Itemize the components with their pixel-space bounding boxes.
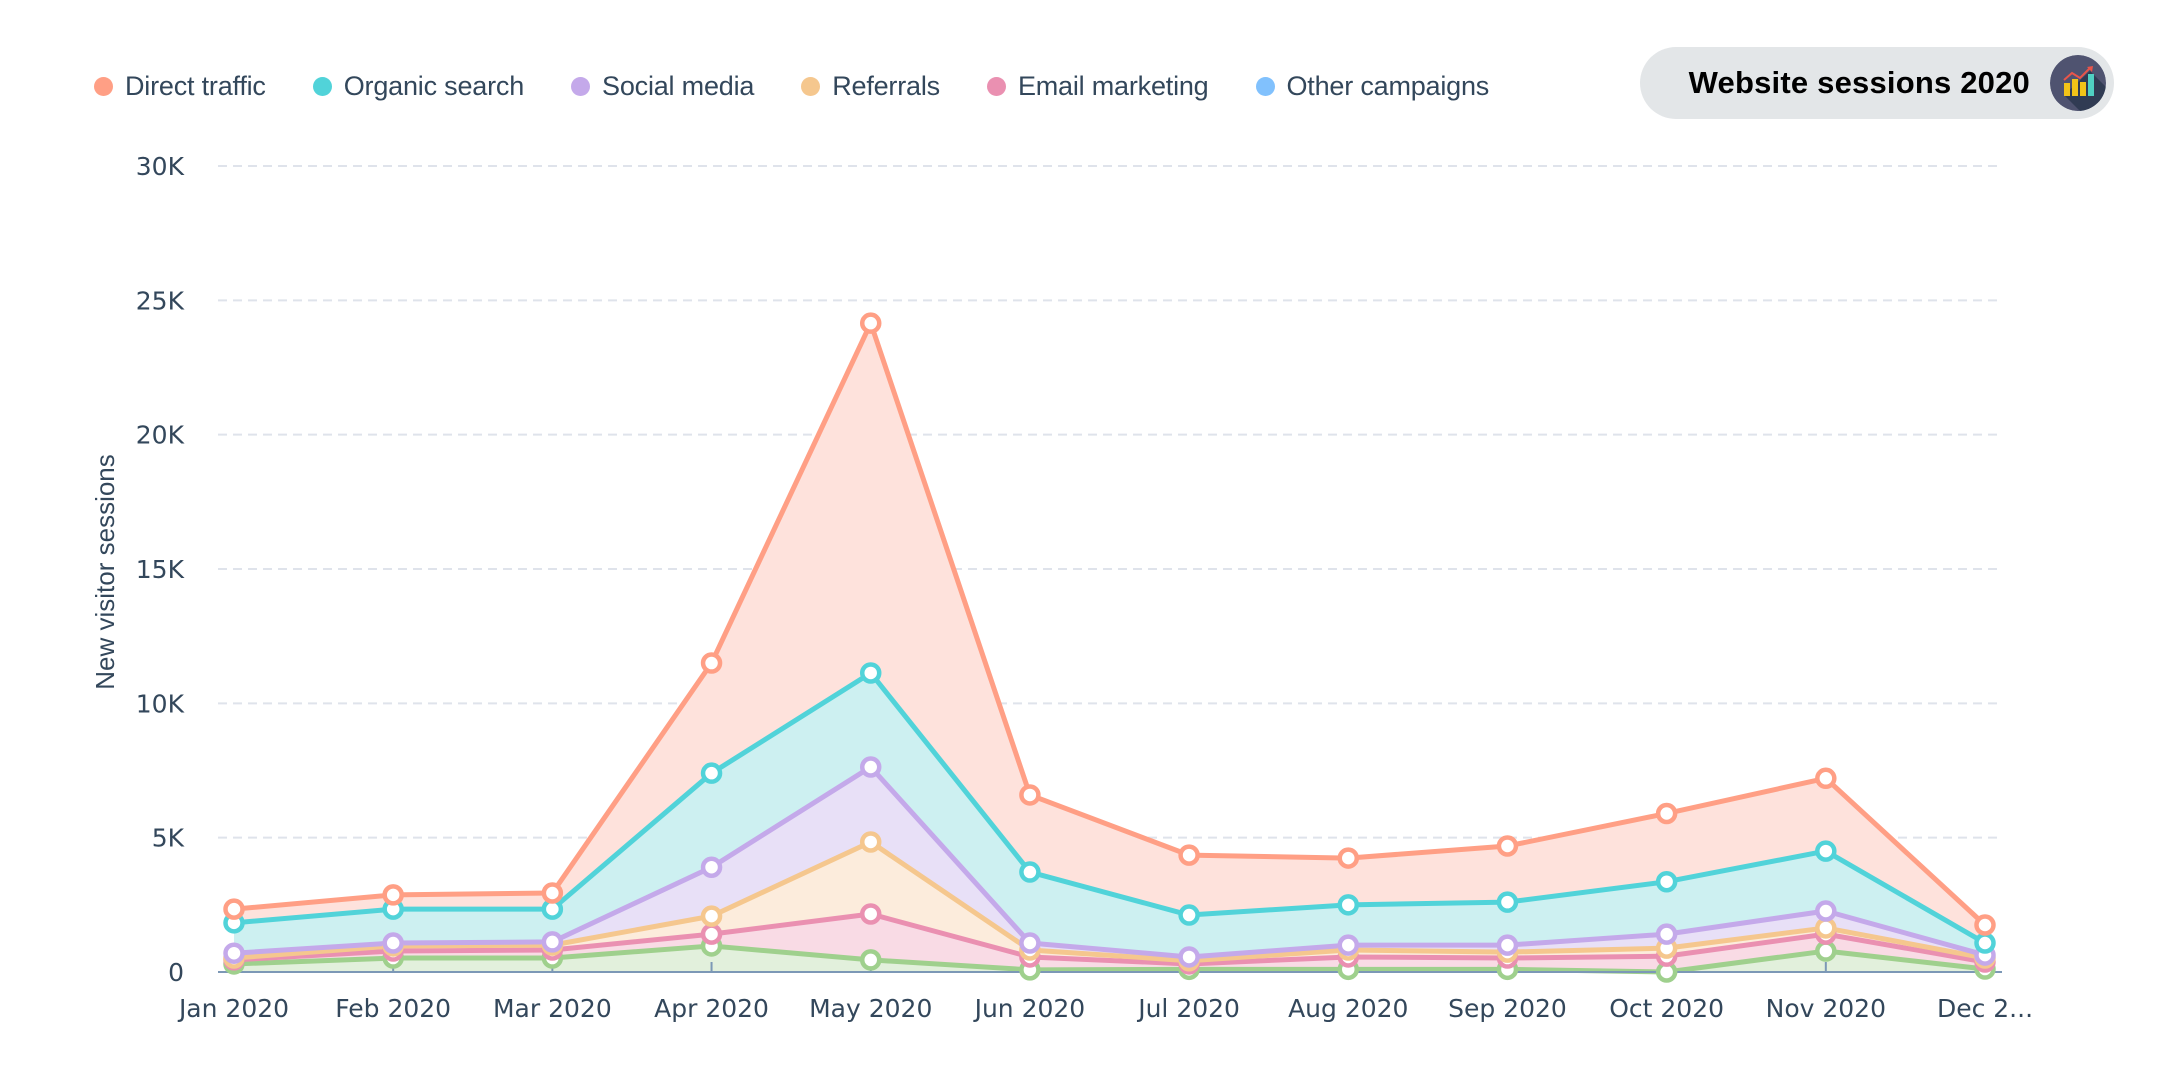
data-point-direct-traffic[interactable]: [223, 898, 245, 920]
data-point-social-media[interactable]: [1337, 934, 1360, 956]
y-axis-label: New visitor sessions: [90, 454, 120, 690]
data-point-organic-search[interactable]: [1019, 861, 1041, 883]
data-point-organic-search[interactable]: [859, 662, 882, 684]
chart-legend: Direct traffic Organic search Social med…: [94, 64, 1536, 108]
x-tick-label: Oct 2020: [1609, 994, 1724, 1023]
area-direct-traffic: [234, 323, 1985, 943]
data-point-direct-traffic[interactable]: [1337, 847, 1360, 869]
legend-item-social-media[interactable]: Social media: [571, 71, 754, 102]
line-direct-traffic: [233, 320, 1987, 927]
legend-item-other-campaigns[interactable]: Other campaigns: [1255, 70, 1490, 102]
data-point-social-media[interactable]: [1655, 923, 1678, 945]
line-referrals: [233, 839, 1986, 964]
data-point-direct-traffic[interactable]: [382, 884, 404, 906]
data-point-direct-traffic[interactable]: [700, 652, 723, 674]
legend-label: Social media: [602, 70, 755, 101]
data-point-organic-search[interactable]: [1815, 840, 1837, 862]
data-point-referrals[interactable]: [859, 831, 882, 853]
bar-chart-trend-icon: [2050, 55, 2106, 111]
x-tick-label: Dec 2...: [1937, 994, 2033, 1023]
line-organic-search: [233, 670, 1987, 946]
data-point-social-media[interactable]: [223, 942, 245, 964]
x-tick-label: Jun 2020: [973, 994, 1086, 1023]
y-tick-label: 30K: [136, 152, 185, 181]
x-tick-label: Feb 2020: [335, 994, 451, 1023]
data-point-direct-traffic[interactable]: [1655, 802, 1678, 825]
area-referrals: [234, 841, 1985, 964]
chart-title-badge: Website sessions 2020: [1640, 47, 2114, 119]
x-tick-label: Mar 2020: [493, 994, 612, 1023]
data-point-organic-search[interactable]: [1178, 904, 1200, 926]
area-organic-search: [234, 672, 1985, 957]
line-other-campaigns: [233, 943, 1986, 975]
data-point-social-media[interactable]: [700, 856, 723, 878]
data-point-social-media[interactable]: [1815, 900, 1837, 922]
legend-dot-icon: [1255, 76, 1275, 96]
legend-label: Email marketing: [1017, 70, 1209, 101]
legend-item-email-marketing[interactable]: Email marketing: [986, 70, 1209, 102]
legend-item-referrals[interactable]: Referrals: [801, 71, 940, 102]
y-tick-label: 15K: [136, 555, 185, 584]
legend-dot-icon: [801, 76, 821, 96]
data-point-direct-traffic[interactable]: [859, 312, 882, 334]
y-tick-label: 10K: [136, 689, 185, 718]
data-point-email-marketing[interactable]: [700, 923, 723, 945]
area-other-campaigns: [234, 945, 1985, 972]
data-point-organic-search[interactable]: [1655, 870, 1678, 893]
chart-title: Website sessions 2020: [1688, 65, 2030, 100]
legend-dot-icon: [94, 76, 113, 96]
legend-label: Organic search: [343, 70, 525, 101]
x-tick-label: Sep 2020: [1448, 994, 1567, 1023]
legend-label: Direct traffic: [125, 70, 266, 101]
data-point-direct-traffic[interactable]: [1019, 784, 1041, 806]
data-point-organic-search[interactable]: [700, 762, 723, 784]
data-point-social-media[interactable]: [1019, 932, 1041, 954]
y-tick-label: 25K: [136, 286, 185, 315]
data-point-other-campaigns[interactable]: [859, 949, 882, 971]
data-point-direct-traffic[interactable]: [1974, 914, 1996, 936]
x-tick-label: Nov 2020: [1766, 994, 1886, 1023]
data-point-referrals[interactable]: [700, 905, 723, 927]
y-tick-label: 5K: [152, 824, 185, 853]
area-social-media: [234, 767, 1985, 961]
line-social-media: [233, 764, 1986, 960]
data-point-referrals[interactable]: [1815, 917, 1837, 939]
data-point-direct-traffic[interactable]: [1496, 835, 1519, 857]
data-point-other-campaigns[interactable]: [1815, 940, 1837, 962]
data-point-social-media[interactable]: [1496, 934, 1519, 956]
data-point-organic-search[interactable]: [1496, 891, 1519, 913]
legend-item-organic-search[interactable]: Organic search: [312, 70, 525, 102]
gridlines: [218, 165, 2002, 839]
x-tick-label: Jul 2020: [1136, 994, 1240, 1023]
x-tick-label: Jan 2020: [177, 994, 289, 1023]
data-point-direct-traffic[interactable]: [1815, 767, 1837, 790]
legend-dot-icon: [312, 76, 332, 96]
series-markers: [223, 312, 1996, 983]
data-point-social-media[interactable]: [382, 932, 404, 954]
series-areas: [234, 323, 1985, 972]
data-point-social-media[interactable]: [859, 756, 882, 778]
legend-dot-icon: [986, 76, 1006, 96]
x-tick-label: May 2020: [809, 994, 932, 1023]
y-tick-label: 0: [168, 958, 184, 987]
tick-labels: 0 5K 10K 15K 20K 25K 30K Jan 2020 Feb 2020 Mar 20…: [136, 152, 2033, 1023]
data-point-organic-search[interactable]: [1974, 932, 1996, 954]
legend-label: Other campaigns: [1286, 70, 1490, 101]
data-point-social-media[interactable]: [541, 931, 564, 953]
data-point-direct-traffic[interactable]: [1178, 844, 1200, 866]
data-point-organic-search[interactable]: [1337, 894, 1360, 916]
x-tick-label: Aug 2020: [1288, 994, 1408, 1023]
y-tick-label: 20K: [136, 421, 185, 450]
legend-item-direct-traffic[interactable]: Direct traffic: [94, 71, 266, 102]
series-lines: [233, 320, 1987, 975]
line-email-marketing: [233, 911, 1986, 967]
x-tick-label: Apr 2020: [654, 994, 769, 1023]
legend-dot-icon: [571, 76, 591, 96]
data-point-direct-traffic[interactable]: [541, 882, 564, 904]
data-point-social-media[interactable]: [1178, 946, 1200, 968]
legend-label: Referrals: [832, 70, 940, 101]
data-point-email-marketing[interactable]: [859, 903, 882, 925]
